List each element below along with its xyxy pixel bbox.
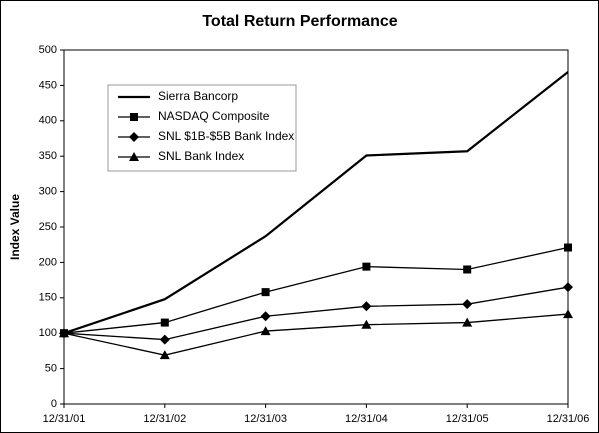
series-line	[63, 313, 569, 356]
y-tick-label: 150	[39, 292, 57, 304]
marker-square	[160, 318, 169, 327]
legend-label: NASDAQ Composite	[158, 109, 270, 123]
y-tick-label: 0	[51, 398, 57, 410]
series-line	[63, 71, 569, 335]
y-tick-label: 200	[39, 256, 57, 268]
marker-diamond	[159, 334, 170, 345]
x-tick-label: 12/31/04	[345, 413, 388, 425]
marker-diamond	[462, 299, 473, 310]
y-tick-label: 250	[39, 221, 57, 233]
marker-diamond	[260, 311, 271, 322]
x-tick-label: 12/31/05	[446, 413, 489, 425]
y-tick-label: 300	[39, 186, 57, 198]
x-tick-label: 12/31/06	[547, 413, 590, 425]
marker-diamond	[563, 282, 573, 293]
marker-triangle	[361, 319, 372, 329]
marker-diamond	[361, 301, 372, 312]
legend-label: SNL Bank Index	[158, 149, 244, 163]
marker-triangle	[129, 152, 139, 161]
marker-triangle	[462, 317, 473, 327]
marker-triangle	[159, 350, 170, 360]
marker-triangle	[260, 326, 271, 336]
x-tick-label: 12/31/01	[43, 413, 86, 425]
chart-title: Total Return Performance	[202, 13, 397, 30]
y-axis-title: Index Value	[8, 194, 22, 260]
marker-square	[130, 113, 138, 121]
marker-square	[362, 262, 371, 271]
x-tick-label: 12/31/03	[244, 413, 287, 425]
series-line	[63, 286, 569, 341]
y-tick-label: 450	[39, 79, 57, 91]
y-tick-label: 50	[45, 363, 57, 375]
x-tick-label: 12/31/02	[143, 413, 186, 425]
y-tick-label: 500	[39, 44, 57, 56]
y-tick-label: 100	[39, 327, 57, 339]
y-tick-label: 400	[39, 115, 57, 127]
marker-triangle	[563, 309, 573, 319]
y-tick-label: 350	[39, 150, 57, 162]
legend-label: Sierra Bancorp	[158, 89, 238, 103]
series-line	[63, 246, 569, 334]
marker-square	[261, 288, 270, 297]
legend-label: SNL $1B-$5B Bank Index	[158, 129, 294, 143]
marker-diamond	[129, 132, 139, 142]
marker-triangle	[59, 328, 69, 338]
marker-square	[463, 265, 472, 274]
marker-square	[564, 243, 572, 252]
